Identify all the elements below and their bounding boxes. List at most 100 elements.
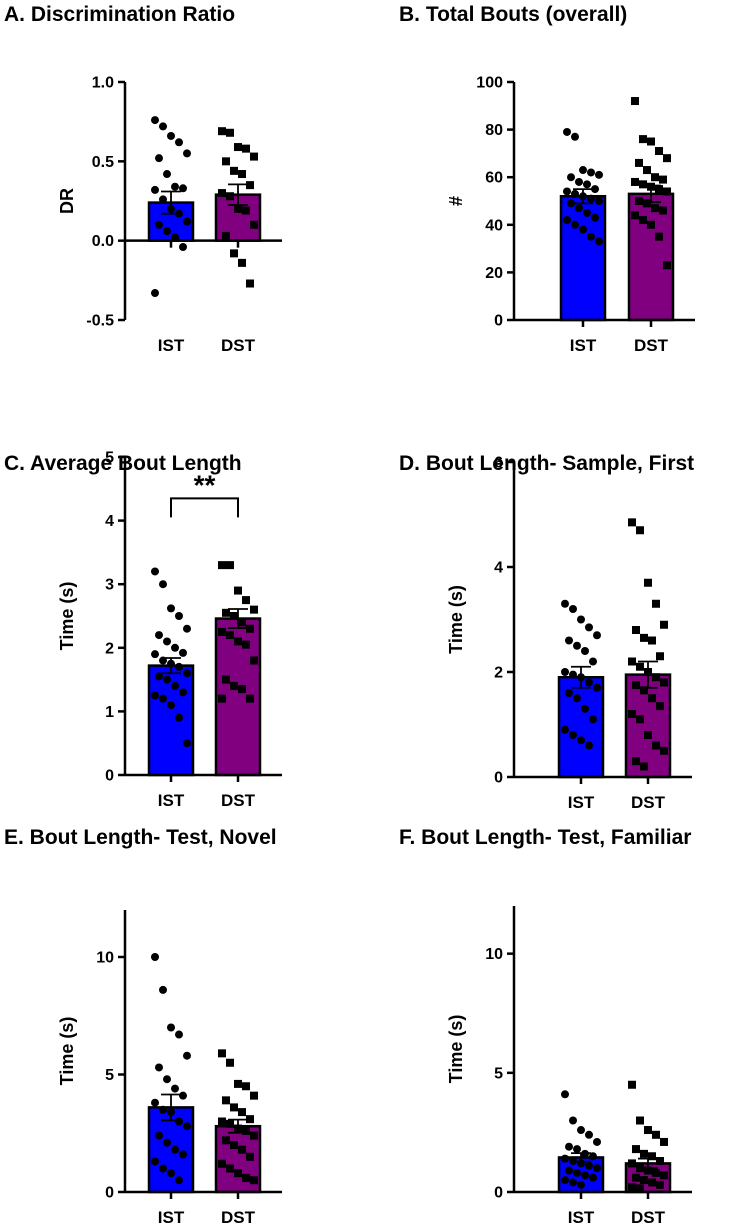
data-point-ist	[581, 647, 589, 655]
data-point-ist	[569, 605, 577, 613]
data-point-dst	[246, 279, 254, 288]
y-tick-label: 80	[485, 122, 503, 139]
y-tick-label: -0.5	[86, 313, 114, 330]
y-tick-label: 0.0	[92, 233, 114, 250]
data-point-dst	[636, 1116, 644, 1125]
data-point-dst	[652, 1130, 660, 1139]
data-point-dst	[639, 135, 647, 144]
data-point-ist	[561, 1176, 569, 1185]
data-point-dst	[218, 1117, 226, 1126]
data-point-dst	[656, 652, 664, 661]
data-point-dst	[648, 636, 656, 645]
y-tick-label: 1	[105, 704, 114, 721]
data-point-dst	[226, 1119, 234, 1128]
y-axis-label: Time (s)	[57, 582, 77, 651]
data-point-ist	[585, 623, 593, 632]
data-point-dst	[218, 1049, 226, 1058]
data-point-dst	[632, 626, 640, 634]
data-point-ist	[577, 615, 585, 624]
data-point-dst	[631, 211, 639, 220]
data-point-ist	[175, 1030, 183, 1039]
data-point-ist	[585, 678, 593, 687]
y-axis-label: Time (s)	[57, 1017, 77, 1086]
data-point-ist	[563, 187, 571, 196]
data-point-ist	[183, 1122, 191, 1131]
data-point-dst	[218, 127, 226, 136]
data-point-dst	[640, 1176, 648, 1185]
data-point-dst	[242, 1082, 250, 1091]
data-point-dst	[628, 518, 636, 527]
data-point-ist	[571, 189, 579, 198]
data-point-ist	[175, 1117, 183, 1126]
y-tick-label: 4	[105, 513, 114, 530]
data-point-ist	[167, 701, 175, 710]
data-point-dst	[660, 678, 668, 687]
data-point-ist	[155, 1131, 163, 1140]
data-point-dst	[643, 166, 651, 175]
data-point-ist	[183, 624, 191, 633]
data-point-dst	[234, 637, 242, 646]
data-point-dst	[636, 715, 644, 724]
data-point-ist	[151, 116, 159, 125]
data-point-dst	[644, 1166, 652, 1175]
data-point-dst	[238, 170, 246, 179]
y-tick-label: 60	[485, 170, 503, 187]
data-point-dst	[659, 175, 667, 184]
data-point-ist	[151, 691, 159, 700]
significance-bracket	[170, 497, 239, 518]
data-point-dst	[226, 192, 234, 201]
data-point-dst	[218, 189, 226, 198]
y-axis-label: Time (s)	[446, 1015, 466, 1084]
data-point-ist	[163, 227, 171, 236]
data-point-dst	[242, 144, 250, 153]
data-point-ist	[179, 184, 187, 193]
data-point-ist	[595, 197, 603, 205]
data-point-ist	[183, 739, 191, 748]
chart-panel-1: A. Discrimination Ratio -0.5 0.0 0.5 1.0 DR IS…	[4, 3, 282, 355]
chart-title: D. Bout Length- Sample, First	[399, 452, 694, 475]
data-point-dst	[218, 1159, 226, 1168]
data-point-ist	[585, 741, 593, 750]
data-point-ist	[159, 580, 167, 589]
data-point-ist	[577, 736, 585, 745]
data-point-dst	[659, 206, 667, 215]
data-point-ist	[585, 1161, 593, 1170]
data-point-ist	[151, 289, 159, 298]
data-point-ist	[587, 232, 595, 241]
data-point-ist	[155, 1063, 163, 1072]
data-point-ist	[179, 1150, 187, 1159]
data-point-dst	[218, 694, 226, 703]
category-label-dst: DST	[634, 336, 669, 355]
category-label-dst: DST	[631, 1208, 666, 1224]
data-point-ist	[159, 122, 167, 131]
data-point-dst	[655, 232, 663, 241]
data-point-dst	[242, 640, 250, 649]
data-point-ist	[579, 225, 587, 234]
data-point-ist	[171, 681, 179, 690]
data-point-dst	[234, 1079, 242, 1088]
data-point-dst	[663, 187, 671, 196]
data-point-dst	[222, 675, 230, 684]
data-point-dst	[663, 154, 671, 163]
data-point-ist	[183, 669, 191, 678]
data-point-ist	[159, 1105, 167, 1114]
data-point-dst	[648, 1178, 656, 1187]
y-tick-label: 0	[494, 1185, 503, 1202]
data-point-ist	[589, 1173, 597, 1182]
data-point-dst	[632, 757, 640, 766]
data-point-dst	[628, 1183, 636, 1192]
data-point-ist	[563, 216, 571, 225]
y-axis-label: DR	[57, 188, 77, 214]
data-point-ist	[179, 688, 187, 697]
y-tick-label: 4	[494, 560, 503, 577]
y-tick-label: 100	[476, 75, 503, 92]
data-point-dst	[222, 157, 230, 166]
data-point-ist	[561, 668, 569, 676]
data-point-ist	[179, 243, 187, 252]
data-point-dst	[631, 177, 639, 186]
chart-title: B. Total Bouts (overall)	[399, 3, 627, 26]
data-point-ist	[159, 985, 167, 994]
data-point-ist	[151, 1098, 159, 1107]
data-point-dst	[635, 197, 643, 205]
y-tick-label: 0	[105, 768, 114, 785]
